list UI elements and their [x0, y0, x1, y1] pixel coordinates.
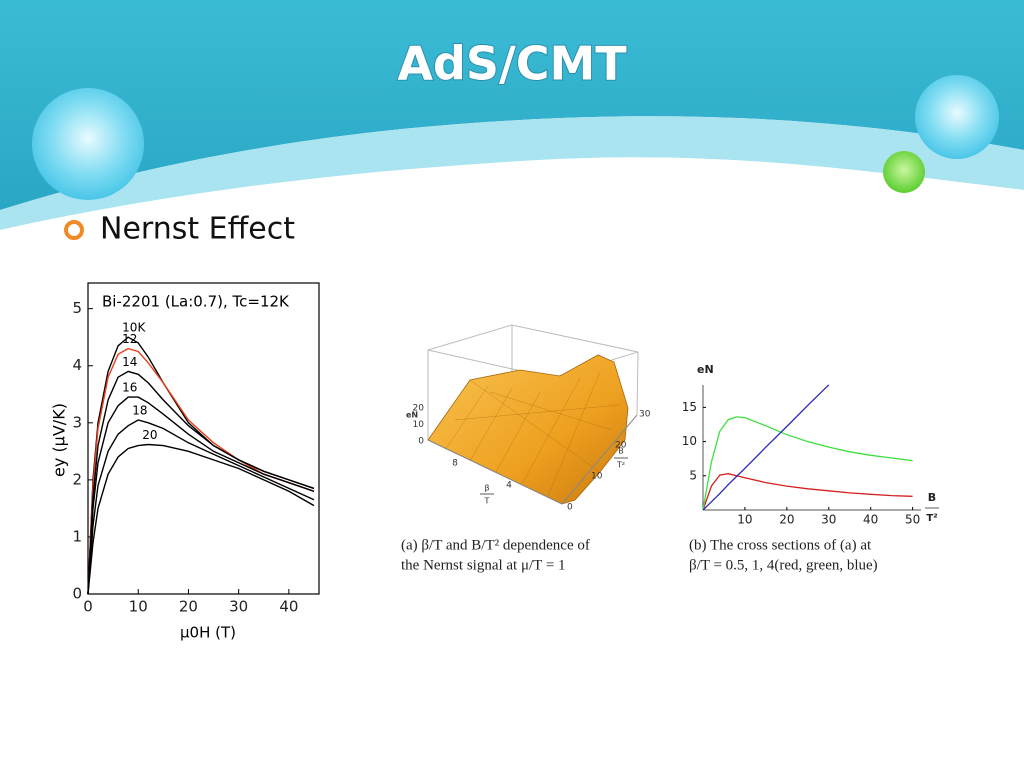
series-label: 10K	[122, 321, 146, 335]
header-background	[0, 0, 1024, 240]
y-tick-label: 2	[72, 470, 82, 488]
figure-caption: (b) The cross sections of (a) at	[689, 537, 872, 553]
z-tick-label: 20	[413, 404, 425, 414]
x-tick-label: 30	[229, 598, 248, 616]
x-tick-label: 4	[506, 481, 512, 491]
z-tick-label: 0	[418, 437, 424, 447]
y-tick-label: 0	[567, 503, 573, 513]
y-axis-label-den: T²	[616, 461, 625, 470]
surface-plot	[427, 324, 639, 505]
x-tick-label: 20	[779, 513, 794, 527]
y-tick-label: 0	[72, 585, 82, 603]
x-axis-label-num: β	[484, 484, 489, 493]
data-line	[87, 347, 315, 595]
y-tick-label: 15	[682, 400, 697, 414]
data-line	[702, 416, 913, 511]
figure-caption: (a) β/T and B/T² dependence of	[401, 537, 590, 553]
x-axis-label-num: B	[928, 491, 936, 504]
y-tick-label: 20	[615, 441, 627, 451]
y-tick-label: 10	[682, 434, 697, 448]
data-line	[702, 473, 913, 511]
data-line	[87, 419, 315, 595]
y-tick-label: 10	[591, 472, 603, 482]
data-line	[87, 443, 315, 595]
y-axis-label-num: B	[618, 447, 624, 456]
series-label: 16	[122, 381, 137, 395]
y-axis-label: eN	[697, 363, 714, 376]
series-label: 20	[142, 428, 157, 442]
x-tick-label: 40	[863, 513, 878, 527]
x-tick-label: 0	[83, 598, 93, 616]
series-label: 12	[122, 332, 137, 346]
z-tick-label: 10	[413, 420, 425, 430]
y-tick-label: 30	[639, 410, 651, 420]
x-axis-label-den: T²	[926, 513, 937, 524]
data-line	[87, 396, 315, 595]
x-axis-label-den: T	[484, 497, 490, 506]
y-tick-label: 3	[72, 413, 82, 431]
z-axis-label: eN	[406, 411, 418, 420]
y-tick-label: 5	[689, 468, 697, 482]
y-tick-label: 5	[72, 299, 82, 317]
annotation: Bi-2201 (La:0.7), Tc=12K	[102, 293, 290, 311]
y-tick-label: 4	[72, 356, 82, 374]
x-tick-label: 20	[179, 598, 198, 616]
x-tick-label: 10	[737, 513, 752, 527]
y-tick-label: 1	[72, 527, 82, 545]
x-tick-label: 30	[821, 513, 836, 527]
bullet-icon	[64, 220, 84, 240]
x-tick-label: 8	[452, 459, 458, 469]
slide-title: AdS/CMT	[397, 37, 627, 91]
x-tick-label: 40	[279, 598, 298, 616]
plot-frame	[87, 282, 320, 595]
x-axis-label: μ0H (T)	[180, 624, 236, 642]
series-label: 14	[122, 355, 137, 369]
series-label: 18	[132, 403, 147, 417]
data-line	[702, 384, 830, 511]
y-axis-label: ey (μV/K)	[50, 403, 69, 477]
figure-caption: the Nernst signal at μ/T = 1	[401, 557, 566, 573]
bullet-text: Nernst Effect	[100, 212, 295, 247]
x-tick-label: 10	[129, 598, 148, 616]
x-tick-label: 50	[905, 513, 920, 527]
data-line	[87, 370, 315, 595]
figure-caption: β/T = 0.5, 1, 4(red, green, blue)	[689, 557, 878, 573]
